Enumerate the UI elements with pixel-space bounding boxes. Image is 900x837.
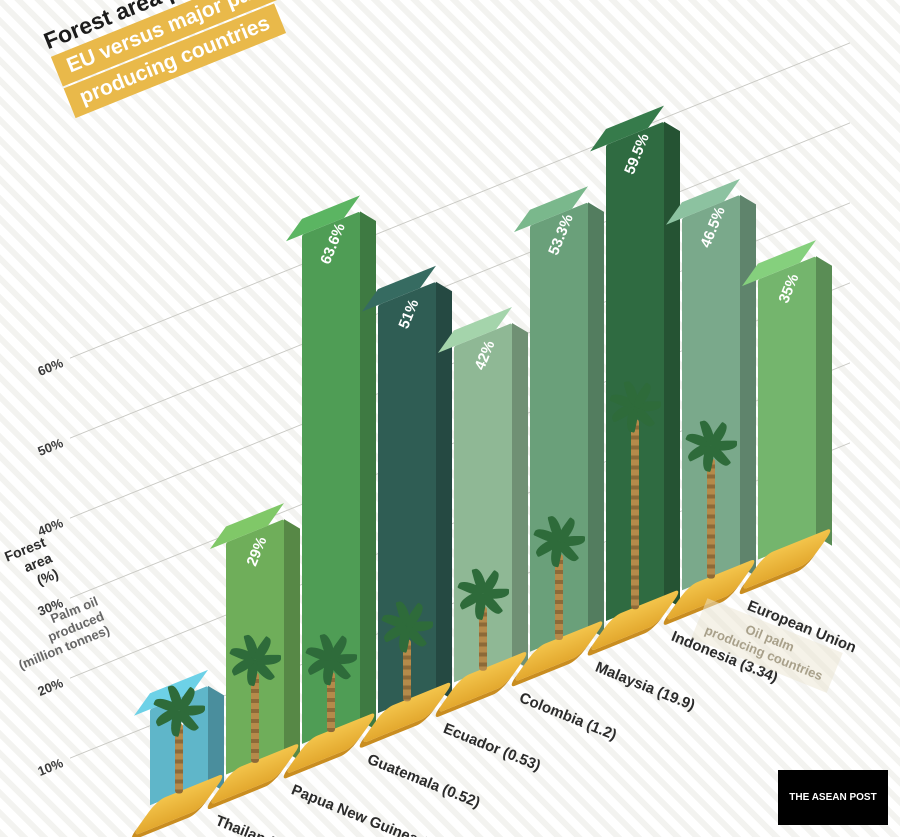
palm-tree-icon xyxy=(624,419,646,609)
palm-tree-icon xyxy=(396,639,418,701)
palm-tree-icon xyxy=(700,459,722,579)
palm-tree-icon xyxy=(320,672,342,732)
bar-ecuador: 42%Ecuador (0.53) xyxy=(454,657,518,683)
bar-malaysia: 59.5%Malaysia (19.9) xyxy=(606,595,670,621)
palm-tree-icon xyxy=(548,554,570,640)
bar-nigeria: 12%Nigeria (0.94) xyxy=(150,779,214,805)
palm-tree-icon xyxy=(244,673,266,763)
palm-tree-icon xyxy=(168,724,190,794)
bar-european-union: 35%European Union xyxy=(758,534,822,560)
bar-colombia: 53.3%Colombia (1.2) xyxy=(530,626,594,652)
bar-papua-new-guinea: 63.6%Papua New Guinea (0.5) xyxy=(302,718,366,744)
bar-thailand: 29%Thailand (1.8) xyxy=(226,749,290,775)
bar-guatemala: 51%Guatemala (0.52) xyxy=(378,687,442,713)
source-logo: THE ASEAN POST xyxy=(778,770,888,825)
source-text: THE ASEAN POST xyxy=(789,792,876,803)
chart-canvas: Forest area percentage: EU versus major … xyxy=(0,0,900,837)
palm-tree-icon xyxy=(472,607,494,671)
bar-indonesia: 46.5%Indonesia (3.34) xyxy=(682,564,746,590)
